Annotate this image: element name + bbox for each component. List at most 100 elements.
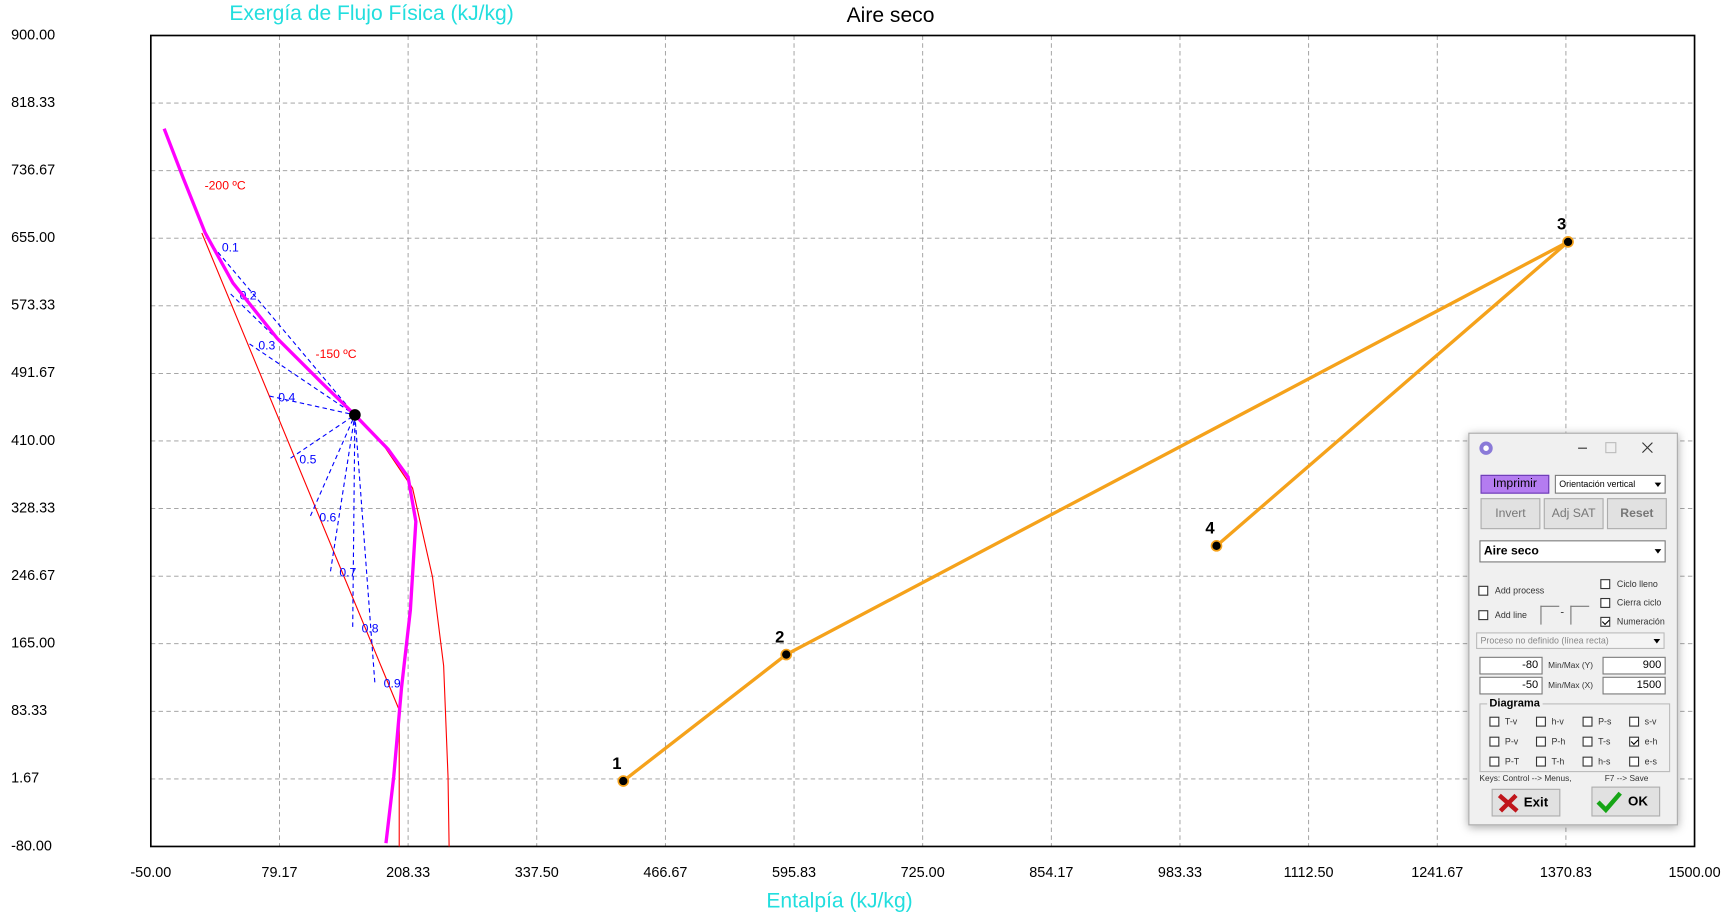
series-line [162,128,418,844]
ok-label: OK [1628,793,1648,809]
x-tick-label: 79.17 [261,865,297,881]
x-tick-label: 337.50 [515,865,559,881]
point-label: 2 [775,627,784,646]
y-max-input[interactable]: 900 [1602,656,1666,675]
line-label: 0.3 [258,338,275,352]
line-label: 0.9 [384,677,401,691]
checkbox[interactable] [1535,716,1546,727]
x-tick-label: 725.00 [901,865,945,881]
point [1210,540,1223,552]
checkbox[interactable] [1489,716,1500,727]
checkbox[interactable] [1478,585,1489,596]
line-box[interactable] [1570,605,1590,625]
diagram-label: s-v [1644,716,1657,727]
reset-button[interactable]: Reset [1606,498,1667,530]
ok-button[interactable]: OK [1591,786,1661,817]
window-controls[interactable] [1575,440,1673,456]
process-select[interactable]: Proceso no definido (línea recta) [1476,632,1665,649]
y-tick-label: -80.00 [11,838,52,854]
option-label: Ciclo lleno [1616,579,1658,590]
point-label: 4 [1205,519,1215,538]
diagram-label: e-s [1644,756,1657,767]
point-label: 1 [612,754,621,773]
option-label: Cierra ciclo [1616,597,1662,608]
exit-button[interactable]: Exit [1491,788,1561,817]
option-label: Add process [1494,585,1545,596]
checkbox[interactable] [1629,716,1640,727]
plot-frame [149,34,1696,848]
diagram-group [1479,703,1671,773]
line-box[interactable] [1540,605,1560,625]
x-tick-label: 208.33 [386,865,430,881]
x-tick-label: 466.67 [643,865,687,881]
line-label: 0.4 [278,390,295,404]
checkbox[interactable] [1629,756,1640,767]
checkbox[interactable] [1478,610,1489,621]
checkbox[interactable] [1600,616,1611,627]
x-tick-label: 1500.00 [1669,865,1721,881]
x-axis-title: Entalpía (kJ/kg) [766,890,912,913]
x-tick-label: 1112.50 [1284,865,1334,881]
y-tick-label: 328.33 [11,500,55,516]
series-line [352,414,356,627]
checkbox[interactable] [1535,736,1546,747]
y-min-input[interactable]: -80 [1479,656,1543,675]
substance-select[interactable]: Aire seco [1479,540,1666,563]
checkbox[interactable] [1489,736,1500,747]
x-tick-label: 983.33 [1158,865,1202,881]
diagram-label: P-T [1504,756,1520,767]
checkbox[interactable] [1489,756,1500,767]
y-axis-title: Exergía de Flujo Física (kJ/kg) [229,2,513,25]
point [780,648,793,661]
x-tick-label: 1370.83 [1540,865,1592,881]
invert-button[interactable]: Invert [1480,498,1541,530]
diagram-label: P-s [1598,716,1612,727]
line-label: 0.1 [222,241,239,255]
diagram-label: P-v [1504,736,1519,747]
diagram-label: T-h [1551,756,1565,767]
y-tick-label: 1.67 [11,771,39,787]
series-line [249,343,356,416]
diagram-label: h-s [1598,756,1611,767]
diagram-label: h-v [1551,716,1564,727]
x-min-input[interactable]: -50 [1479,676,1543,695]
series-line [201,232,400,847]
chart-title: Aire seco [847,4,935,27]
series-line [212,245,356,416]
checkbox[interactable] [1600,597,1611,608]
point [349,409,361,421]
line-label: 0.8 [362,621,379,635]
annotation: -150 ºC [316,347,357,361]
annotation: -200 ºC [205,179,246,193]
series-line [309,414,356,517]
adj-sat-button[interactable]: Adj SAT [1543,498,1604,530]
orientation-select[interactable]: Orientación vertical [1554,474,1666,494]
app-icon [1479,441,1493,455]
y-tick-label: 573.33 [11,298,55,314]
series-line [329,414,356,572]
y-tick-label: 736.67 [11,162,55,178]
y-tick-label: 246.67 [11,568,55,584]
option-label: Add line [1494,610,1528,621]
y-tick-label: 410.00 [11,433,55,449]
diagram-label: T-s [1598,736,1611,747]
point [617,775,630,787]
y-tick-label: 655.00 [11,230,55,246]
checkbox[interactable] [1582,716,1593,727]
exit-label: Exit [1523,794,1549,810]
save-hint: F7 --> Save [1604,773,1649,784]
print-button[interactable]: Imprimir [1480,474,1550,494]
checkbox[interactable] [1629,736,1640,747]
y-tick-label: 165.00 [11,636,55,652]
series-line [269,395,356,416]
point-label: 3 [1557,215,1566,234]
x-tick-label: 1241.67 [1411,865,1463,881]
checkbox[interactable] [1582,756,1593,767]
checkbox[interactable] [1535,756,1546,767]
x-max-input[interactable]: 1500 [1602,676,1666,695]
checkbox[interactable] [1582,736,1593,747]
checkbox[interactable] [1600,579,1611,590]
